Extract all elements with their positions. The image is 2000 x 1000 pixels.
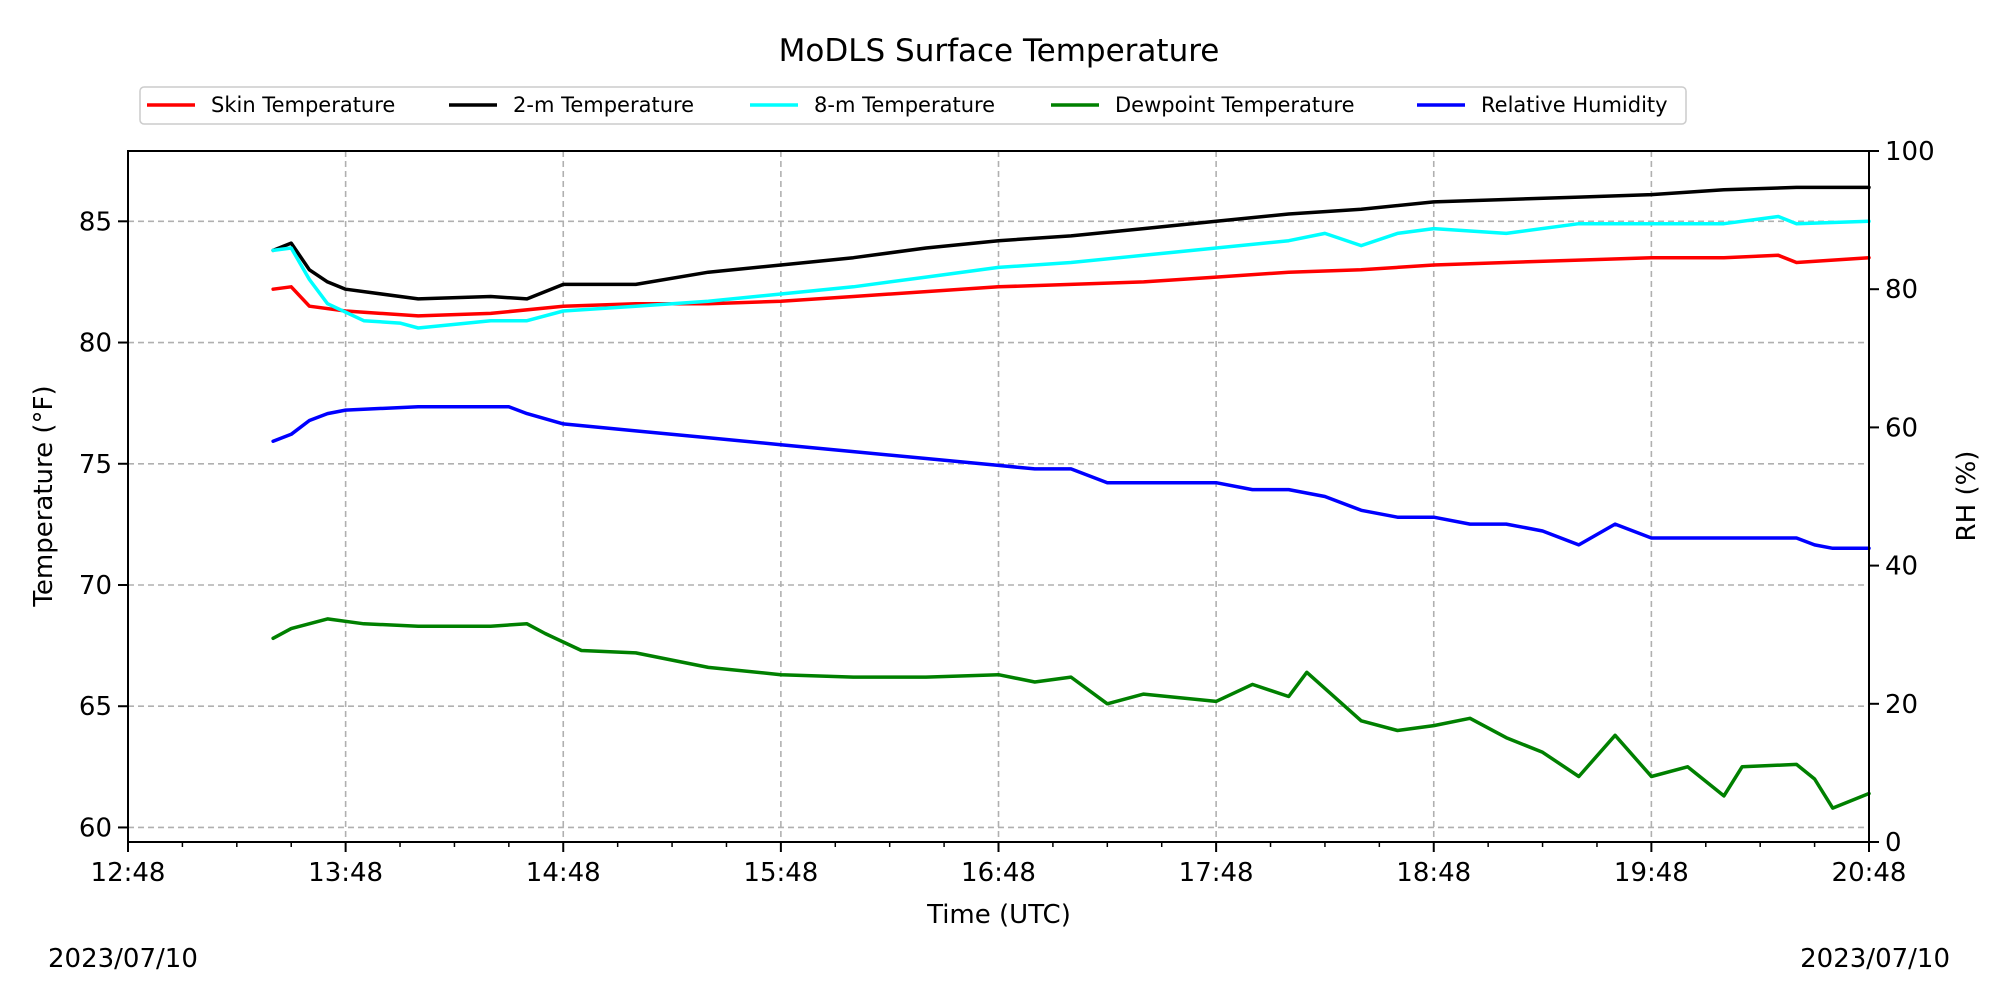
y2-axis-label: RH (%) [1952,451,1982,542]
series-line-dewpoint-temperature [271,617,1871,810]
x-tick-label: 13:48 [308,858,383,888]
y-tick-label: 65 [79,692,112,722]
series-line-8-m-temperature [271,214,1871,330]
plot-series [271,185,1871,810]
legend: Skin Temperature 2-m Temperature 8-m Tempe… [139,86,1687,125]
y2-tick-label: 100 [1885,137,1935,167]
x-tick-label: 15:48 [743,858,818,888]
x-tick-label: 19:48 [1614,858,1689,888]
series-line-skin-temperature [271,253,1871,318]
legend-label: 8-m Temperature [814,93,995,117]
chart-title: MoDLS Surface Temperature [779,33,1220,69]
y2-tick-label: 0 [1885,828,1902,858]
x-tick-label: 14:48 [526,858,601,888]
y2-tick-label: 60 [1885,413,1918,443]
y-axis-right: 0 20 40 60 80 100 [1869,137,1935,858]
y-tick-label: 75 [79,450,112,480]
x-tick-label: 12:48 [91,858,166,888]
y2-tick-label: 20 [1885,690,1918,720]
series-line-2-m-temperature [271,185,1871,301]
y-tick-label: 60 [79,813,112,843]
x-tick-label: 20:48 [1832,858,1907,888]
date-left: 2023/07/10 [48,944,198,974]
y2-tick-label: 40 [1885,552,1918,582]
y-tick-label: 70 [79,571,112,601]
legend-label: 2-m Temperature [513,93,694,117]
date-right: 2023/07/10 [1800,944,1950,974]
y2-tick-label: 80 [1885,275,1918,305]
series-line-relative-humidity [271,404,1871,551]
y-tick-label: 85 [79,207,112,237]
legend-box [139,86,1687,125]
x-axis-label: Time (UTC) [926,900,1071,930]
legend-label: Relative Humidity [1481,93,1668,117]
legend-label: Dewpoint Temperature [1115,93,1355,117]
legend-label: Skin Temperature [211,93,395,117]
x-tick-label: 16:48 [961,858,1036,888]
grid-lines [128,151,1869,842]
y-tick-label: 80 [79,329,112,359]
x-axis: 12:48 13:48 14:48 15:48 16:48 17:48 18:48 19:48… [91,842,1907,888]
x-tick-label: 18:48 [1396,858,1471,888]
y-axis-label: Temperature (°F) [29,385,59,607]
x-tick-label: 17:48 [1179,858,1254,888]
y-axis-left: 60 65 70 75 80 85 [79,207,128,843]
